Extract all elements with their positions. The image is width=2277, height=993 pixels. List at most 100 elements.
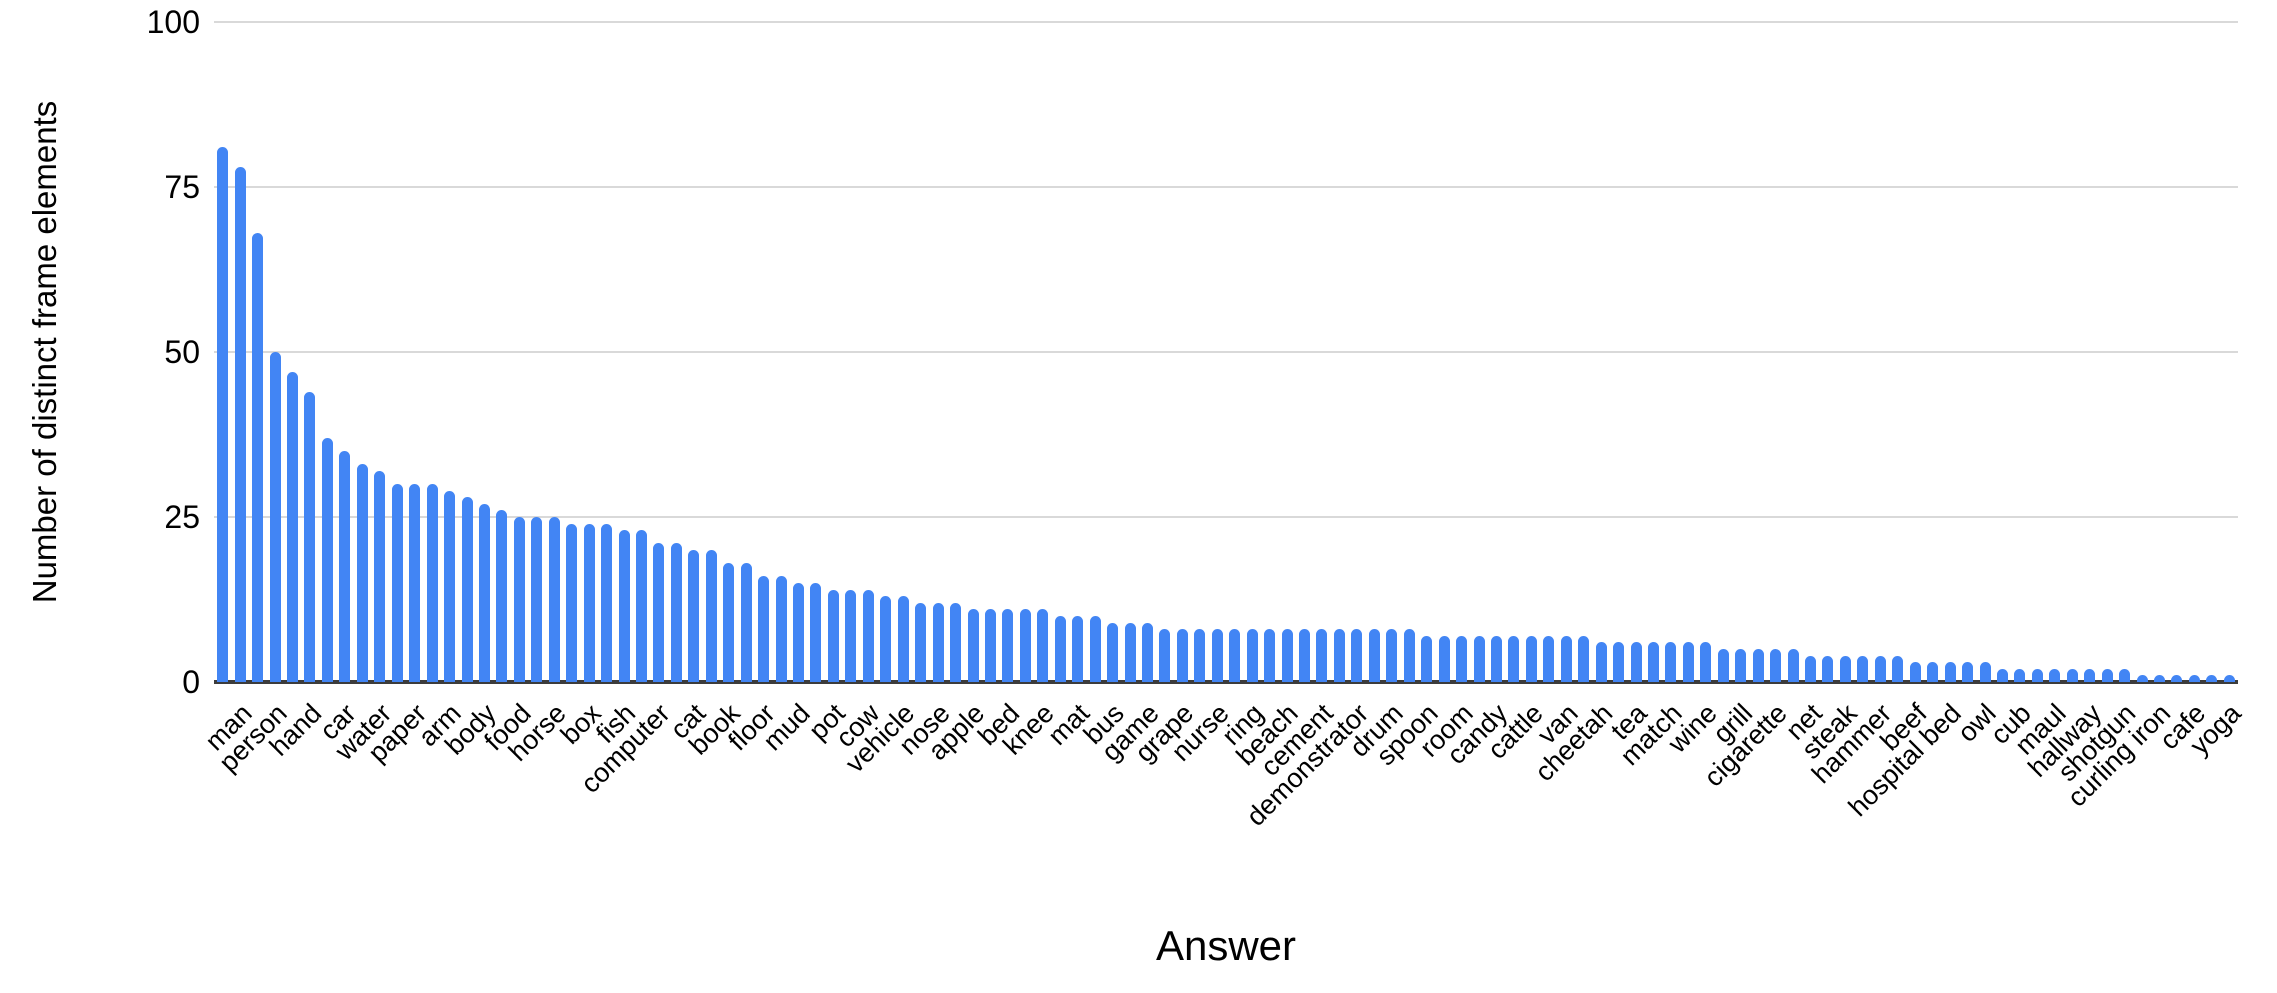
bar — [775, 576, 787, 682]
bar — [1682, 642, 1694, 682]
bar — [1019, 609, 1031, 682]
bar — [496, 510, 508, 682]
bar — [1647, 642, 1659, 682]
bar — [1037, 609, 1049, 682]
bar — [548, 517, 560, 682]
bar — [1665, 642, 1677, 682]
bar — [1281, 629, 1293, 682]
bar — [1421, 635, 1433, 682]
bar — [2153, 675, 2165, 682]
bar — [688, 550, 700, 682]
bar — [810, 583, 822, 682]
bar — [1176, 629, 1188, 682]
bar — [1770, 649, 1782, 682]
bar — [1351, 629, 1363, 682]
bar — [1944, 662, 1956, 682]
bar — [1438, 635, 1450, 682]
bar — [1630, 642, 1642, 682]
bar — [1229, 629, 1241, 682]
gridline — [214, 351, 2238, 353]
bar — [1578, 635, 1590, 682]
bar — [2206, 675, 2218, 682]
bar — [304, 391, 316, 682]
bar — [1333, 629, 1345, 682]
bar — [1246, 629, 1258, 682]
bar — [2031, 668, 2043, 682]
bar — [2136, 675, 2148, 682]
gridline — [214, 516, 2238, 518]
bar — [2101, 668, 2113, 682]
bar — [409, 484, 421, 682]
bar — [1002, 609, 1014, 682]
bar — [1857, 655, 1869, 682]
bar — [1543, 635, 1555, 682]
bar — [217, 147, 229, 682]
bar — [653, 543, 665, 682]
bar — [618, 530, 630, 682]
bar — [1211, 629, 1223, 682]
bar — [583, 523, 595, 682]
bar — [234, 167, 246, 682]
bar — [1316, 629, 1328, 682]
bar — [2119, 668, 2131, 682]
bar — [2084, 668, 2096, 682]
bar — [984, 609, 996, 682]
bar — [374, 470, 386, 682]
bar — [1874, 655, 1886, 682]
bar — [2014, 668, 2026, 682]
bar — [1962, 662, 1974, 682]
bar — [1386, 629, 1398, 682]
bar — [391, 484, 403, 682]
bar — [1787, 649, 1799, 682]
bar — [1839, 655, 1851, 682]
bar — [1264, 629, 1276, 682]
bar — [1141, 622, 1153, 682]
bar — [478, 503, 490, 682]
bar — [1054, 616, 1066, 682]
bar — [1717, 649, 1729, 682]
gridline — [214, 21, 2238, 23]
bar — [426, 484, 438, 682]
y-tick-label: 25 — [164, 499, 200, 535]
bar — [2171, 675, 2183, 682]
bar — [1194, 629, 1206, 682]
gridline — [214, 186, 2238, 188]
bar — [1508, 635, 1520, 682]
bar — [723, 563, 735, 682]
bar — [862, 589, 874, 682]
bar — [269, 352, 281, 682]
bar — [1979, 662, 1991, 682]
x-axis-category-labels: man person hand car water paper arm body food hor… — [199, 682, 2246, 942]
bar — [2049, 668, 2061, 682]
x-axis-line — [214, 680, 2238, 684]
bar — [1700, 642, 1712, 682]
bar — [2223, 675, 2235, 682]
bar — [950, 602, 962, 682]
bar — [897, 596, 909, 682]
bar — [1072, 616, 1084, 682]
bar — [1560, 635, 1572, 682]
bar — [827, 589, 839, 682]
bar — [513, 517, 525, 682]
bar — [444, 490, 456, 682]
y-axis-tick-labels: 0 25 50 75 100 — [0, 4, 200, 700]
bar — [1490, 635, 1502, 682]
bar — [1613, 642, 1625, 682]
bar — [845, 589, 857, 682]
bar — [758, 576, 770, 682]
bar — [1089, 616, 1101, 682]
bar — [321, 437, 333, 682]
bar — [1595, 642, 1607, 682]
bar — [356, 464, 368, 682]
bar — [252, 233, 264, 682]
bar — [1927, 662, 1939, 682]
y-tick-label: 100 — [146, 4, 200, 40]
bar — [1752, 649, 1764, 682]
bar — [339, 451, 351, 682]
bar — [1996, 668, 2008, 682]
bar — [566, 523, 578, 682]
plot-area — [214, 21, 2238, 684]
bar — [287, 371, 299, 682]
bar — [670, 543, 682, 682]
